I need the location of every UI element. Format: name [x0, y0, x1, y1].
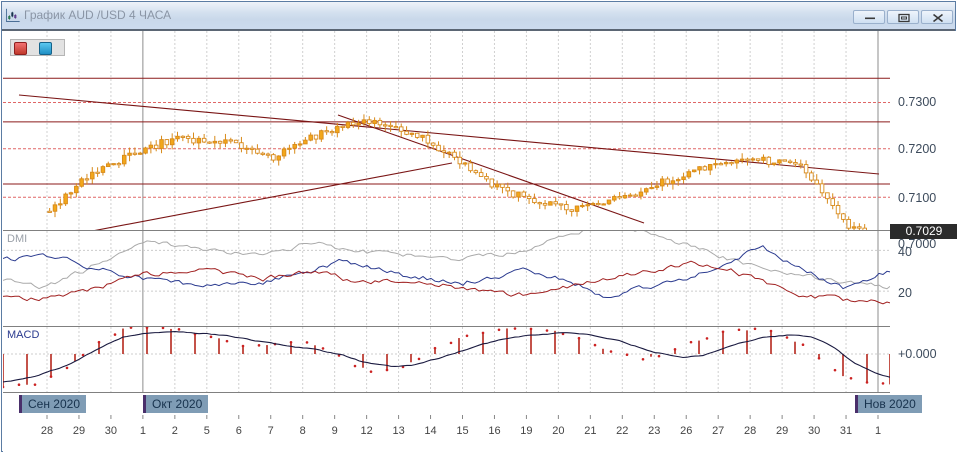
svg-text:21: 21 [584, 425, 596, 437]
svg-text:2: 2 [172, 425, 178, 437]
svg-text:29: 29 [776, 425, 788, 437]
svg-text:7: 7 [268, 425, 274, 437]
svg-text:28: 28 [744, 425, 756, 437]
svg-text:9: 9 [332, 425, 338, 437]
svg-text:20: 20 [552, 425, 564, 437]
svg-text:22: 22 [616, 425, 628, 437]
svg-text:6: 6 [236, 425, 242, 437]
svg-text:19: 19 [520, 425, 532, 437]
svg-text:16: 16 [488, 425, 500, 437]
svg-text:1: 1 [875, 425, 881, 437]
svg-text:15: 15 [456, 425, 468, 437]
svg-text:1: 1 [140, 425, 146, 437]
svg-text:30: 30 [808, 425, 820, 437]
svg-text:31: 31 [840, 425, 852, 437]
svg-text:8: 8 [300, 425, 306, 437]
svg-text:23: 23 [648, 425, 660, 437]
svg-text:5: 5 [204, 425, 210, 437]
svg-text:14: 14 [424, 425, 436, 437]
svg-text:27: 27 [712, 425, 724, 437]
svg-text:26: 26 [680, 425, 692, 437]
svg-text:12: 12 [360, 425, 372, 437]
svg-text:13: 13 [392, 425, 404, 437]
svg-text:30: 30 [105, 425, 117, 437]
svg-text:28: 28 [41, 425, 53, 437]
svg-text:29: 29 [73, 425, 85, 437]
